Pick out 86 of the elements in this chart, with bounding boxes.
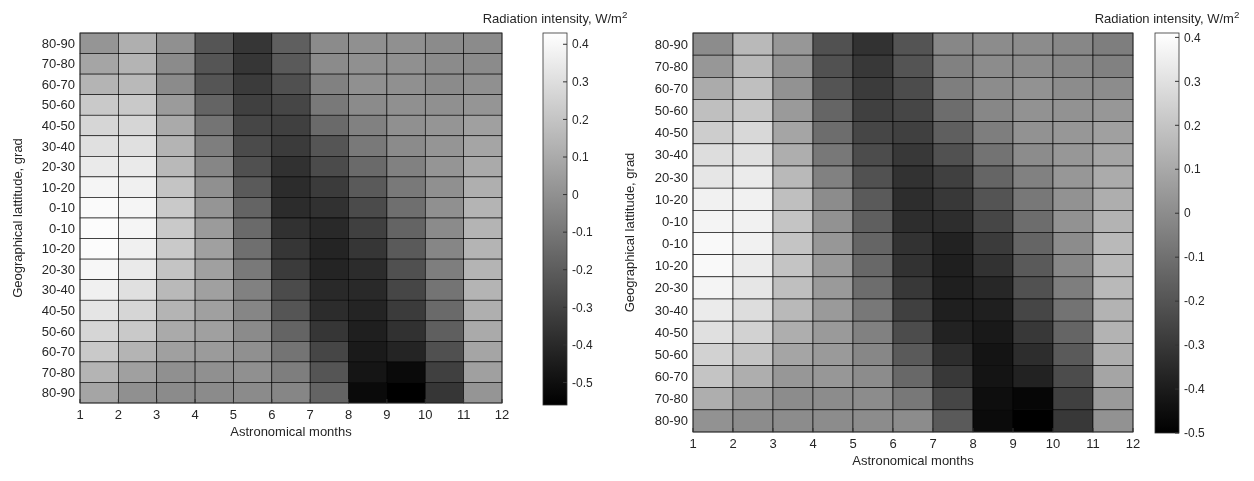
x-tick-label: 4 xyxy=(191,407,199,422)
y-tick-label: 10-20 xyxy=(41,241,75,257)
y-tick-label: 50-60 xyxy=(41,97,75,113)
y-tick-label: 10-20 xyxy=(41,179,75,195)
color-bar-label: 0.2 xyxy=(1184,118,1202,133)
color-bar-label: 0.3 xyxy=(572,75,590,90)
x-tick-label: 9 xyxy=(383,407,391,422)
y-tick-label: 30-40 xyxy=(41,282,75,298)
color-bar-label: -0.1 xyxy=(1184,250,1205,265)
color-bar-label: -0.2 xyxy=(1184,294,1205,309)
y-tick-label: 40-50 xyxy=(41,118,75,134)
x-tick-label: 9 xyxy=(1009,436,1017,451)
y-axis-title: Geographical lattitude, grad xyxy=(10,138,25,298)
y-tick-label: 0-10 xyxy=(48,220,75,236)
y-tick-label: 40-50 xyxy=(41,303,75,319)
color-bar-label: -0.4 xyxy=(1184,382,1205,397)
y-tick-label: 0-10 xyxy=(661,213,688,229)
color-bar-label: 0.4 xyxy=(572,37,590,52)
y-tick-label: 30-40 xyxy=(654,302,688,318)
x-axis-title: Astronomical months xyxy=(230,424,353,439)
color-bar-label: -0.5 xyxy=(572,375,593,390)
y-tick-label: 30-40 xyxy=(41,138,75,154)
x-tick-label: 7 xyxy=(929,436,937,451)
color-bar-label: 0.3 xyxy=(1184,74,1202,89)
x-tick-label: 12 xyxy=(1125,436,1141,451)
color-bar-title: Radiation intensity, W/m$^{2}$ xyxy=(482,8,628,26)
x-axis-title: Astronomical months xyxy=(852,453,975,468)
color-bar-label: 0.4 xyxy=(1184,30,1202,45)
color-bar-label: -0.3 xyxy=(1184,338,1205,353)
y-tick-label: 80-90 xyxy=(654,36,688,52)
x-tick-label: 11 xyxy=(1086,436,1100,451)
x-tick-label: 7 xyxy=(306,407,314,422)
y-tick-label: 20-30 xyxy=(654,280,688,296)
color-bar-label: 0 xyxy=(1184,206,1191,221)
x-tick-label: 12 xyxy=(494,407,510,422)
y-tick-label: 80-90 xyxy=(41,35,75,51)
y-tick-label: 10-20 xyxy=(654,191,688,207)
x-tick-label: 1 xyxy=(689,436,697,451)
color-bar-label: 0.2 xyxy=(572,112,590,127)
y-tick-label: 60-70 xyxy=(41,344,75,360)
y-axis-title: Geographical lattitude, grad xyxy=(622,152,637,313)
color-bar-label: 0.1 xyxy=(1184,162,1202,177)
y-tick-label: 80-90 xyxy=(41,385,75,401)
x-tick-label: 8 xyxy=(969,436,977,451)
color-bar-label: -0.5 xyxy=(1184,426,1205,441)
y-tick-label: 60-70 xyxy=(654,369,688,385)
x-tick-label: 6 xyxy=(268,407,276,422)
y-tick-label: 70-80 xyxy=(654,58,688,74)
x-tick-label: 5 xyxy=(229,407,238,422)
x-tick-label: 2 xyxy=(114,407,122,422)
x-tick-label: 2 xyxy=(729,436,737,451)
y-tick-label: 40-50 xyxy=(654,324,688,340)
y-tick-label: 50-60 xyxy=(654,346,688,362)
x-tick-label: 5 xyxy=(849,436,857,451)
y-tick-label: 10-20 xyxy=(654,258,688,274)
y-tick-label: 70-80 xyxy=(41,364,75,380)
y-tick-label: 60-70 xyxy=(654,80,688,96)
y-tick-label: 70-80 xyxy=(41,56,75,72)
y-tick-label: 40-50 xyxy=(654,125,688,141)
color-bar-label: -0.4 xyxy=(572,338,593,353)
color-bar-label: -0.1 xyxy=(572,225,593,240)
color-bar-label: -0.3 xyxy=(572,300,593,315)
y-tick-label: 0-10 xyxy=(661,236,688,252)
y-tick-label: 20-30 xyxy=(654,169,688,185)
x-tick-label: 10 xyxy=(1045,436,1061,451)
y-tick-label: 20-30 xyxy=(41,261,75,277)
x-tick-label: 4 xyxy=(809,436,817,451)
x-tick-label: 1 xyxy=(76,407,84,422)
y-tick-label: 50-60 xyxy=(654,103,688,119)
y-tick-label: 60-70 xyxy=(41,76,75,92)
y-tick-label: 20-30 xyxy=(41,159,75,175)
y-tick-label: 80-90 xyxy=(654,413,688,429)
y-tick-label: 70-80 xyxy=(654,391,688,407)
y-tick-label: 30-40 xyxy=(654,147,688,163)
x-tick-label: 6 xyxy=(889,436,897,451)
color-bar-title: Radiation intensity, W/m$^{2}$ xyxy=(1094,8,1240,26)
color-bar-label: 0.1 xyxy=(572,150,590,165)
x-tick-label: 3 xyxy=(153,407,161,422)
y-tick-label: 0-10 xyxy=(48,200,75,216)
x-tick-label: 11 xyxy=(456,407,471,422)
x-tick-label: 10 xyxy=(418,407,433,422)
x-tick-label: 8 xyxy=(344,407,353,422)
y-tick-label: 50-60 xyxy=(41,323,75,339)
color-bar-label: 0 xyxy=(572,187,579,202)
color-bar-label: -0.2 xyxy=(572,262,593,277)
x-tick-label: 3 xyxy=(769,436,777,451)
